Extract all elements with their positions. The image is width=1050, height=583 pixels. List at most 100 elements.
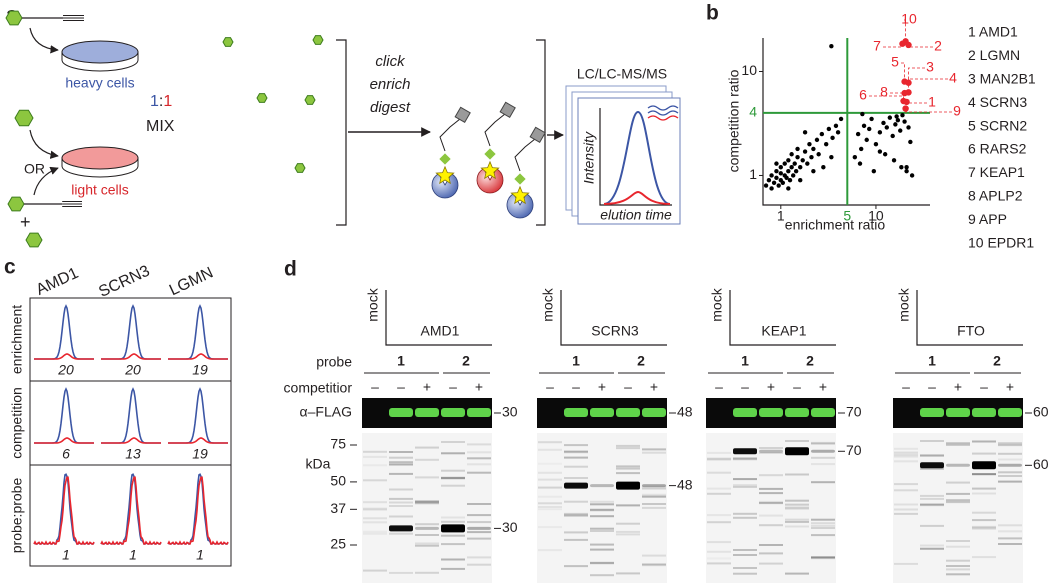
background-band [642,495,666,498]
ratio: 1 [62,547,70,563]
background-band [415,458,439,461]
point [776,183,781,188]
competition-sign: + [598,379,606,395]
flag-marker-label: 30 [502,404,518,420]
background-band [759,502,783,505]
row-label: probe:probe [9,478,25,554]
gel [706,433,836,583]
mix-label: MIX [146,118,175,135]
kda-label: kDa [306,456,331,472]
background-band [467,521,491,524]
target-band [415,526,439,530]
point [861,123,867,129]
flag-band [920,408,944,417]
probe-number: 2 [806,353,814,369]
point [833,123,839,129]
trace-blue [168,387,228,444]
panel-label: d [284,258,297,281]
background-band [759,544,783,546]
point [778,171,783,176]
ratio: 20 [57,362,74,378]
background-band [811,557,835,560]
target-band [642,484,666,488]
background-band [467,503,491,505]
legend-entry: 7 KEAP1 [968,164,1025,180]
background-band [415,502,439,505]
arrow [29,27,59,54]
background-band [538,502,562,505]
background-band [811,456,835,459]
background-band [642,563,666,566]
leader [901,62,905,82]
point [778,165,783,170]
tag [529,126,546,144]
hexagon [25,232,43,248]
ratio: 19 [192,446,208,462]
background-band [707,550,731,553]
background-band [616,444,640,447]
target-band [616,481,640,490]
or-label: OR [24,161,45,177]
hit-label: 7 [873,38,881,54]
hexagon [7,196,25,212]
background-band [467,537,491,540]
background-band [389,461,413,464]
protein-label: KEAP1 [761,323,806,339]
background-band [733,457,757,460]
column-label: LGMN [167,264,216,299]
point [895,118,901,123]
hexagon [5,10,23,26]
background-band [811,441,835,444]
background-band [441,477,465,480]
point [859,146,864,152]
background-band [415,500,439,503]
background-band [590,530,614,532]
competition-sign: – [715,379,723,395]
point [826,126,832,132]
background-band [811,518,835,521]
protein [476,168,504,194]
trace-blue [34,304,94,360]
point [860,111,865,117]
leader [904,19,907,42]
background-band [894,503,918,506]
flag-band [811,408,835,417]
flag-band [564,408,588,417]
point [774,168,779,174]
flag-band [642,408,666,417]
background-band [998,442,1022,445]
background-band [946,568,970,571]
hit-label: 10 [901,11,917,27]
target-band [811,449,835,453]
background-band [707,487,731,490]
triazole-linker [439,153,451,165]
mock-label: mock [896,287,912,321]
competition-sign: – [902,379,910,395]
legend-entry: 9 APP [968,211,1007,227]
background-band [894,452,918,455]
background-band [707,521,731,524]
probe-number: 1 [741,353,749,369]
background-band [946,501,970,504]
target-band [759,449,783,453]
point [830,135,835,141]
background-band [538,471,562,474]
background-band [998,444,1022,447]
point [780,180,786,186]
point [899,165,904,170]
background-band [538,478,562,481]
point [877,130,883,135]
background-band [415,571,439,574]
background-band [441,543,465,546]
background-band [811,442,835,445]
tag [499,101,516,119]
competition-sign: + [1006,379,1014,395]
background-band [642,487,666,490]
background-band [564,456,588,459]
background-band [467,451,491,454]
threshold-x-label: 5 [843,208,851,224]
step: enrich [370,76,411,93]
background-band [467,443,491,446]
background-band [467,563,491,566]
